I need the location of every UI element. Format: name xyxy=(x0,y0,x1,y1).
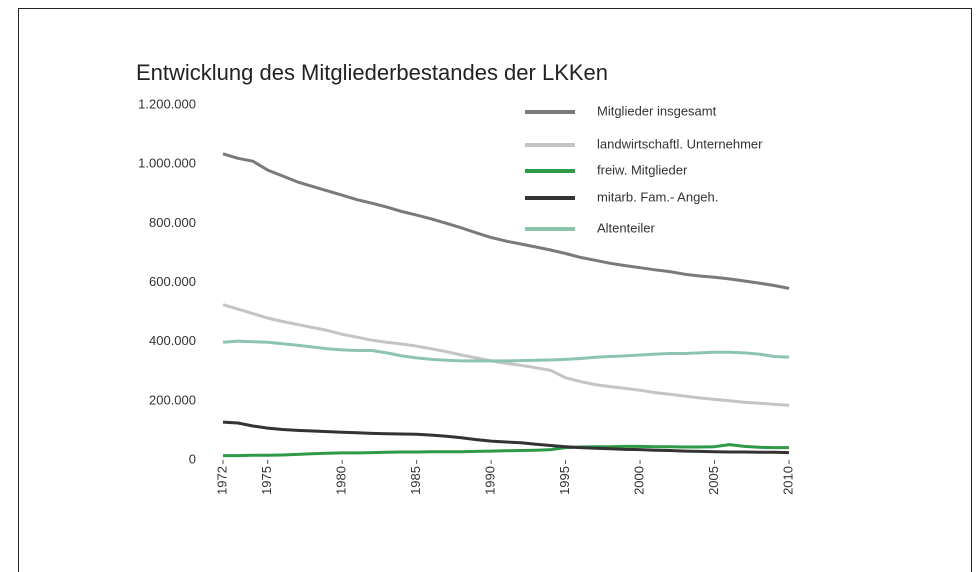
y-tick-label: 200.000 xyxy=(149,392,196,407)
series-line xyxy=(222,152,790,290)
x-tick-label: 1975 xyxy=(259,466,274,495)
legend-label: mitarb. Fam.- Angeh. xyxy=(597,189,718,204)
series-line xyxy=(222,420,790,455)
y-tick-label: 800.000 xyxy=(149,215,196,230)
chart-title: Entwicklung des Mitgliederbestandes der … xyxy=(136,60,608,85)
frame xyxy=(18,8,972,572)
x-tick-label: 2010 xyxy=(780,466,795,495)
y-tick-label: 1.000.000 xyxy=(138,156,196,171)
y-tick-label: 1.200.000 xyxy=(138,96,196,111)
legend-label: Mitglieder insgesamt xyxy=(597,103,717,118)
y-tick-label: 600.000 xyxy=(149,274,196,289)
legend-label: freiw. Mitglieder xyxy=(597,162,688,177)
x-tick-label: 1995 xyxy=(557,466,572,495)
legend-label: Altenteiler xyxy=(597,220,655,235)
x-tick-label: 2005 xyxy=(706,466,721,495)
y-tick-label: 400.000 xyxy=(149,333,196,348)
series-line xyxy=(222,339,790,363)
x-tick-label: 1990 xyxy=(483,466,498,495)
x-tick-label: 1985 xyxy=(408,466,423,495)
x-tick-label: 1980 xyxy=(334,466,349,495)
series-line xyxy=(222,303,790,407)
x-tick-label: 2000 xyxy=(631,466,646,495)
x-tick-label: 1972 xyxy=(214,466,229,495)
legend-label: landwirtschaftl. Unternehmer xyxy=(597,136,763,151)
y-tick-label: 0 xyxy=(189,451,196,466)
series-line xyxy=(223,443,789,458)
